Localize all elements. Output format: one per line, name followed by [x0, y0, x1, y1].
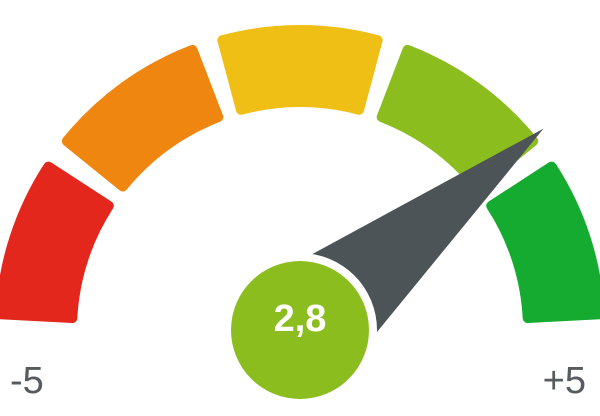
- segment-green: [486, 161, 600, 324]
- gauge-segments: [0, 25, 600, 324]
- gauge-value: 2,8: [274, 298, 327, 340]
- segment-red: [0, 161, 114, 324]
- min-label: -5: [10, 360, 44, 402]
- segment-orange: [61, 44, 224, 192]
- max-label: +5: [542, 360, 586, 402]
- segment-yellow: [217, 25, 383, 115]
- gauge-hub: [231, 261, 369, 399]
- hub-layer: 2,8: [223, 253, 377, 407]
